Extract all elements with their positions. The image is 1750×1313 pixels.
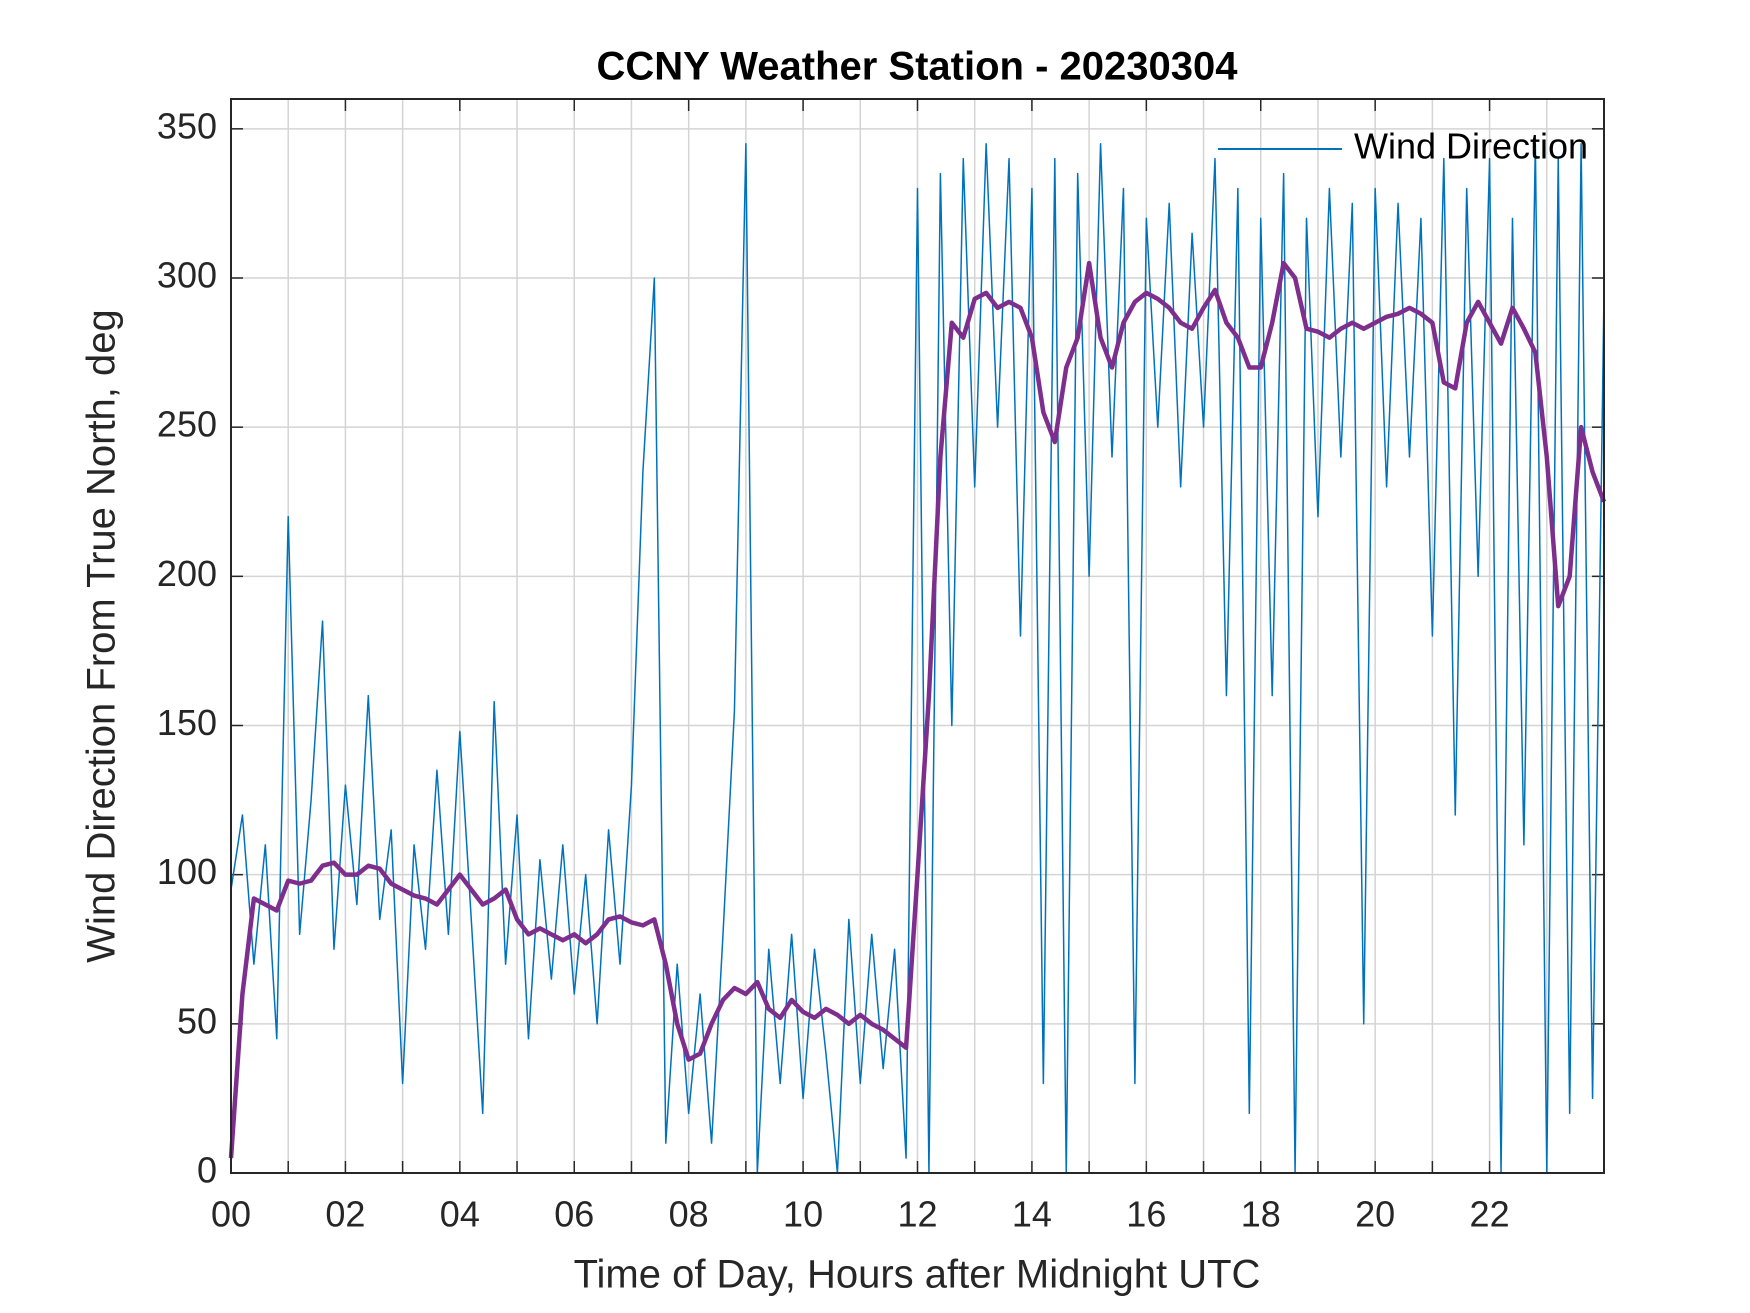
x-tick-label: 14 bbox=[1012, 1194, 1052, 1235]
x-tick-label: 10 bbox=[783, 1194, 823, 1235]
x-tick-label: 08 bbox=[669, 1194, 709, 1235]
y-tick-label: 200 bbox=[157, 553, 217, 594]
series-line bbox=[228, 260, 1607, 1159]
x-tick-label: 02 bbox=[325, 1194, 365, 1235]
x-axis-label: Time of Day, Hours after Midnight UTC bbox=[574, 1253, 1261, 1297]
chart-title: CCNY Weather Station - 20230304 bbox=[597, 45, 1239, 89]
y-tick-label: 250 bbox=[157, 404, 217, 445]
x-tick-label: 12 bbox=[897, 1194, 937, 1235]
x-tick-label: 16 bbox=[1126, 1194, 1166, 1235]
x-tick-label: 04 bbox=[440, 1194, 480, 1235]
x-tick-label: 20 bbox=[1355, 1194, 1395, 1235]
x-tick-label: 06 bbox=[554, 1194, 594, 1235]
y-tick-label: 150 bbox=[157, 702, 217, 743]
x-tick-label: 00 bbox=[211, 1194, 251, 1235]
plot-frame bbox=[230, 98, 1605, 1174]
y-tick-label: 300 bbox=[157, 255, 217, 296]
legend-label: Wind Direction bbox=[1354, 126, 1588, 167]
x-tick-label: 22 bbox=[1470, 1194, 1510, 1235]
y-tick-label: 350 bbox=[157, 105, 217, 146]
y-tick-label: 100 bbox=[157, 851, 217, 892]
y-tick-label: 50 bbox=[177, 1000, 217, 1041]
series-line bbox=[230, 143, 1605, 1174]
x-tick-label: 18 bbox=[1241, 1194, 1281, 1235]
y-tick-label: 0 bbox=[197, 1150, 217, 1191]
y-axis-label: Wind Direction From True North, deg bbox=[80, 309, 124, 963]
